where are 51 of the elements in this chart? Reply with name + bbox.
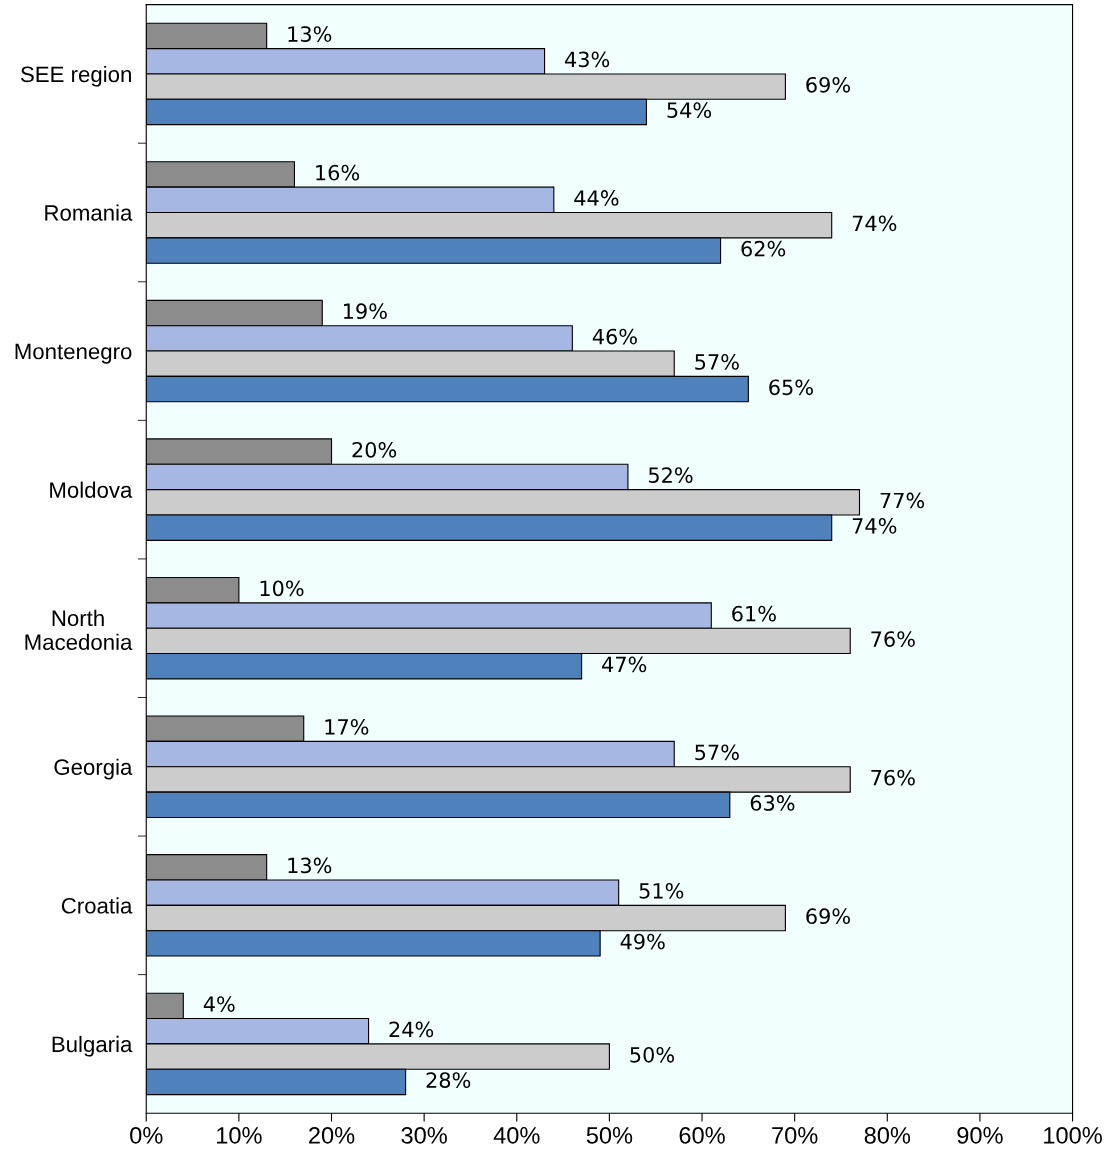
data-label: 52% [648, 467, 693, 483]
x-tick-label: 40% [493, 1127, 540, 1144]
data-label: 13% [288, 857, 332, 874]
y-tick-label: Montenegro [15, 343, 132, 364]
y-tick-label: Bulgaria [52, 1035, 133, 1057]
x-tick-label: 50% [586, 1127, 633, 1144]
data-label: 16% [316, 164, 360, 181]
data-label: 74% [852, 215, 897, 232]
data-label: 10% [260, 580, 304, 597]
data-label: 57% [695, 354, 739, 370]
y-tick-label: Croatia [61, 897, 133, 914]
data-label: 28% [426, 1072, 471, 1088]
data-label: 76% [871, 769, 915, 786]
x-tick-label: 100% [1044, 1127, 1102, 1144]
x-tick-label: 20% [309, 1127, 355, 1144]
data-label: 77% [880, 492, 925, 509]
data-label: 65% [769, 379, 813, 396]
data-label: 4% [203, 996, 235, 1012]
x-tick-label: 30% [401, 1127, 447, 1144]
data-label: 47% [602, 656, 647, 673]
data-label: 62% [741, 240, 786, 257]
data-label: 51% [639, 882, 684, 899]
x-tick-label: 0% [130, 1127, 163, 1144]
data-label: 61% [732, 605, 776, 622]
data-label: 24% [389, 1021, 434, 1038]
data-label: 17% [325, 719, 369, 735]
y-tick-label: Romania [45, 204, 133, 221]
x-tick-label: 60% [679, 1127, 725, 1144]
x-tick-label: 10% [217, 1127, 262, 1144]
data-label: 13% [288, 26, 332, 42]
data-label: 54% [667, 102, 712, 119]
data-label: 49% [620, 933, 665, 950]
data-label: 44% [574, 190, 619, 206]
x-tick-label: 90% [957, 1127, 1003, 1144]
data-label: 43% [565, 51, 610, 68]
data-label: 69% [806, 76, 850, 93]
y-tick-label: SEE region [20, 65, 131, 87]
data-label: 63% [750, 795, 795, 811]
y-tick-label: Georgia [54, 758, 133, 780]
data-label: 69% [806, 908, 850, 925]
data-label: 19% [343, 303, 387, 320]
y-tick-label: North Macedonia [25, 609, 133, 651]
x-tick-label: 80% [864, 1127, 911, 1144]
data-label: 76% [871, 631, 915, 647]
data-label: 57% [695, 744, 739, 761]
data-label: 46% [592, 328, 637, 345]
data-label: 20% [352, 441, 397, 458]
x-tick-label: 70% [772, 1127, 818, 1144]
data-label: 50% [630, 1046, 674, 1063]
y-tick-label: Moldova [50, 481, 133, 498]
data-label: 74% [852, 517, 897, 534]
